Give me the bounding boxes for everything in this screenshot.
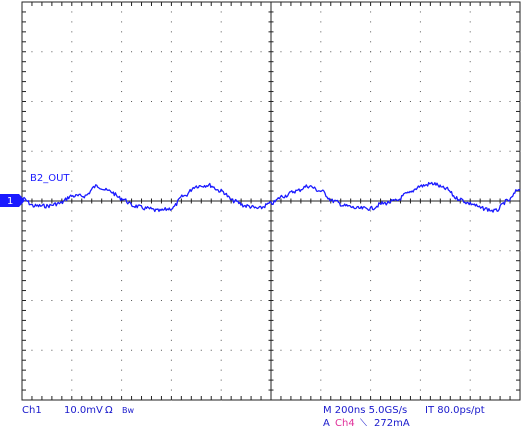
coupling-ohm-icon: Ω (105, 405, 113, 416)
status-sample-interval: IT 80.0ps/pt (425, 405, 485, 416)
trace-label: B2_OUT (30, 173, 70, 184)
trace-ch1 (21, 181, 521, 213)
graticule-ticks (21, 1, 521, 401)
status-timebase: M 200ns 5.0GS/s (323, 405, 408, 416)
channel-1-marker[interactable]: 1 (0, 194, 25, 207)
bandwidth-limit-icon: Bw (122, 406, 135, 415)
trigger-source: Ch4 (335, 418, 355, 429)
trace-line-b2-out (21, 181, 521, 213)
trigger-level: 272mA (374, 418, 410, 429)
channel-1-marker-text: 1 (7, 196, 13, 207)
status-channel: Ch1 (22, 405, 42, 416)
trigger-slope-icon: ⟍ (360, 418, 367, 429)
trigger-prefix: A (323, 418, 330, 429)
status-scale: 10.0mV (64, 405, 103, 416)
graticule (21, 1, 521, 401)
